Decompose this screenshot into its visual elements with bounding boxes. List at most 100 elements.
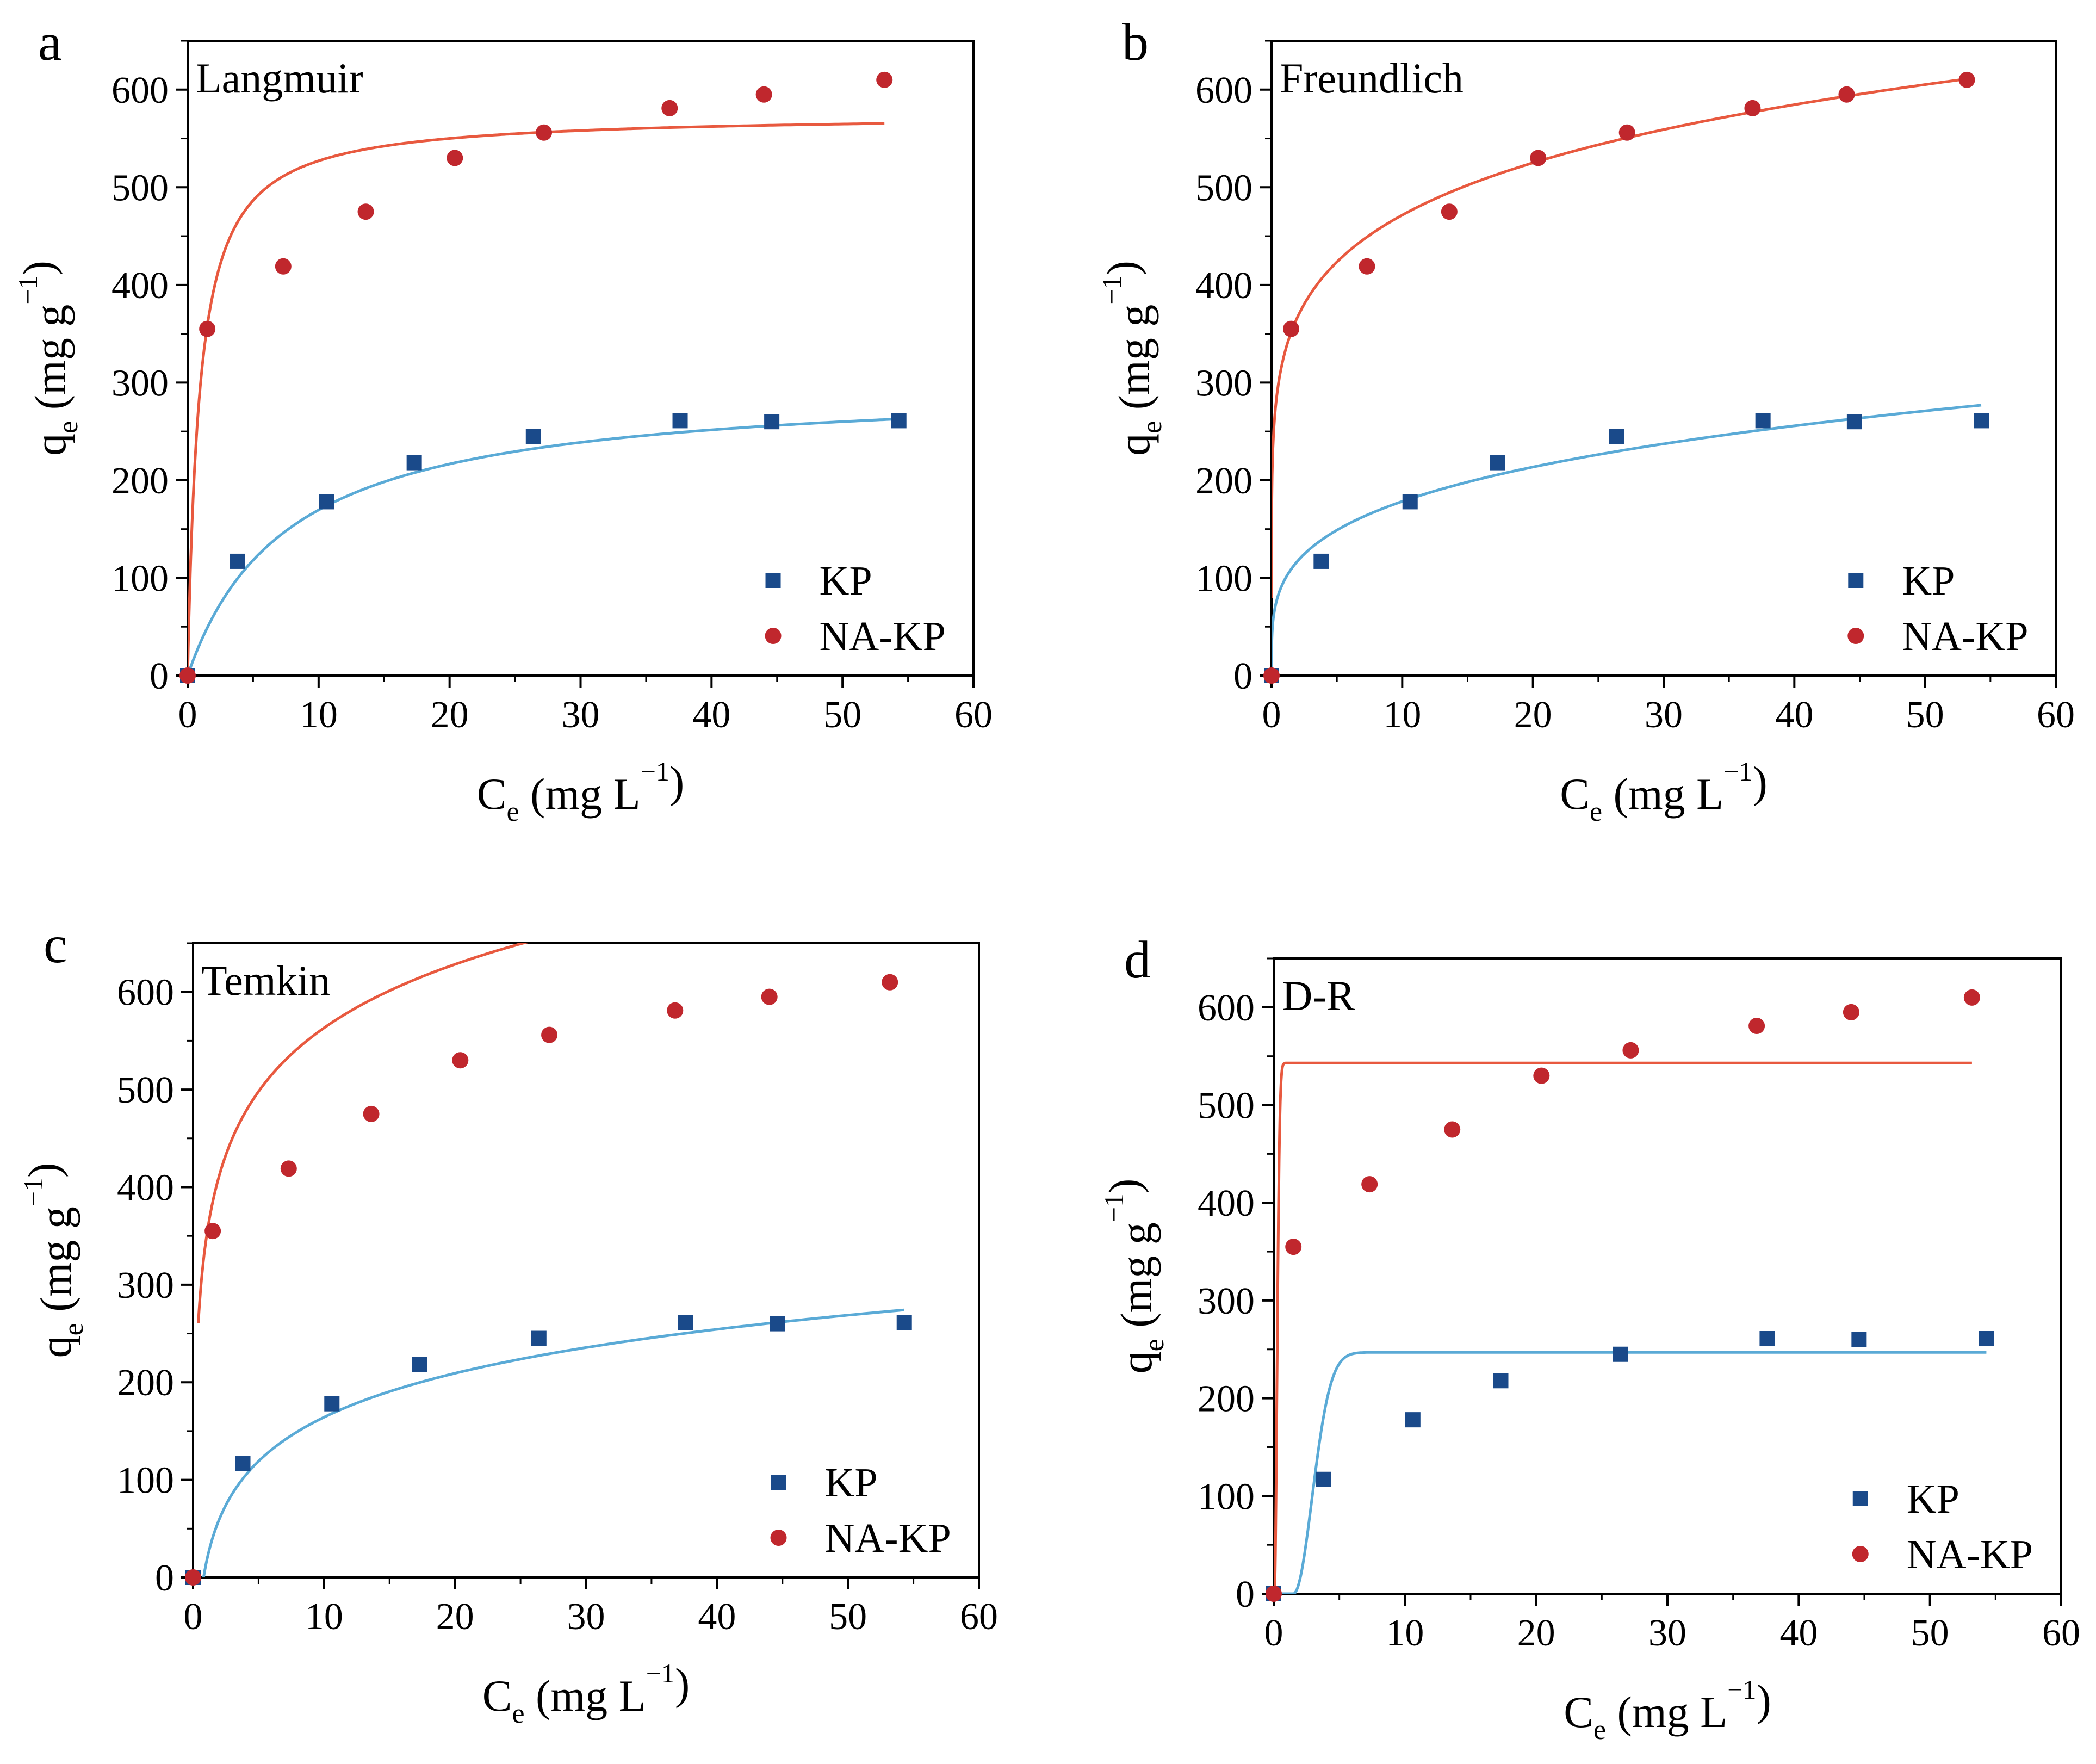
data-point-kp [235, 1456, 251, 1471]
data-point-kp [531, 1330, 547, 1346]
y-axis-title-part: q [26, 434, 75, 456]
x-tick-label: 40 [692, 694, 730, 736]
legend-label: KP [1902, 558, 1955, 604]
x-tick-label: 30 [1648, 1612, 1686, 1654]
x-axis-title-part: C [1564, 1687, 1593, 1737]
y-tick-label: 100 [117, 1460, 174, 1502]
x-tick-label: 0 [184, 1596, 203, 1638]
fit-curve-na-kp [1274, 1061, 1972, 1594]
chart-panel-c: 0 10 20 30 40 50 600100200300400500600cTemkinC… [18, 915, 998, 1729]
x-tick-label: 10 [300, 694, 338, 736]
x-axis-title-part: e [1590, 796, 1602, 827]
x-axis-title-part: C [477, 769, 507, 819]
fit-curve-kp [202, 1308, 904, 1577]
x-tick-label: 0 [1264, 1612, 1283, 1654]
data-point-na-kp [882, 974, 898, 991]
fit-curve-na-kp [188, 122, 885, 676]
data-point-na-kp [1285, 1239, 1302, 1255]
legend-marker-kp [771, 1475, 786, 1490]
x-axis-title-part: −1 [646, 1658, 675, 1688]
y-tick-label: 400 [117, 1167, 174, 1209]
data-point-kp [412, 1357, 427, 1372]
legend-label: KP [1907, 1476, 1959, 1522]
x-axis-title: Ce (mg L−1) [477, 756, 685, 827]
x-tick-label: 20 [1517, 1612, 1555, 1654]
y-tick-label: 0 [150, 655, 169, 697]
x-tick-label: 20 [436, 1596, 474, 1638]
x-axis-title-part: ) [1756, 1675, 1771, 1725]
data-point-na-kp [1359, 258, 1375, 275]
data-point-kp [678, 1315, 693, 1330]
data-point-na-kp [1263, 667, 1280, 684]
x-tick-label: 40 [698, 1596, 736, 1638]
data-point-kp [770, 1316, 785, 1332]
data-point-na-kp [667, 1002, 684, 1019]
y-axis-title-part: q [1109, 434, 1159, 456]
data-point-na-kp [1361, 1176, 1378, 1193]
data-point-kp [1979, 1331, 1994, 1347]
data-point-na-kp [1958, 71, 1975, 88]
data-point-na-kp [1963, 989, 1980, 1006]
x-axis-title-part: (mg L [1606, 1687, 1727, 1737]
y-axis-title-part: −1 [18, 1178, 48, 1206]
x-axis-title-part: ) [669, 757, 684, 807]
data-point-kp [1493, 1373, 1509, 1389]
legend-marker-na-kp [770, 1530, 787, 1546]
x-axis-title-part: −1 [1727, 1674, 1756, 1705]
data-point-na-kp [1533, 1067, 1550, 1084]
y-axis-title-part: q [31, 1335, 80, 1358]
panel-letter: a [38, 13, 62, 72]
x-tick-label: 50 [829, 1596, 867, 1638]
y-axis-title: qe (mg g−1) [1099, 1179, 1170, 1374]
x-tick-label: 60 [2037, 694, 2075, 736]
data-point-kp [672, 413, 688, 429]
fit-curve-na-kp [1272, 77, 1967, 598]
model-label: D-R [1282, 972, 1355, 1019]
x-axis-title-part: e [512, 1698, 524, 1729]
y-tick-label: 600 [111, 70, 169, 112]
data-point-kp [406, 455, 422, 471]
panel-letter: b [1122, 13, 1149, 72]
y-axis-title-part: q [1112, 1351, 1161, 1373]
y-axis-title-part: −1 [1099, 1193, 1129, 1222]
x-axis-title-part: ) [1752, 757, 1767, 807]
legend-marker-kp [1852, 1491, 1868, 1506]
y-tick-label: 300 [111, 362, 169, 404]
x-tick-label: 10 [1386, 1612, 1424, 1654]
x-axis-title-part: (mg L [519, 769, 641, 819]
data-point-kp [324, 1396, 340, 1412]
x-tick-label: 50 [823, 694, 861, 736]
y-axis-title-part: e [58, 1323, 89, 1335]
y-axis-title-part: (mg g [1109, 305, 1159, 421]
data-point-kp [1405, 1412, 1421, 1428]
data-point-na-kp [1843, 1004, 1859, 1020]
data-point-na-kp [447, 150, 463, 166]
data-point-kp [1759, 1331, 1775, 1347]
y-tick-label: 500 [1195, 167, 1252, 209]
x-axis-title-part: C [1560, 769, 1590, 819]
x-tick-label: 0 [1262, 694, 1281, 736]
data-point-kp [1974, 413, 1989, 429]
y-tick-label: 200 [1198, 1378, 1255, 1420]
y-tick-label: 0 [1233, 655, 1252, 697]
data-point-na-kp [357, 203, 374, 220]
legend-marker-kp [765, 573, 781, 588]
y-tick-label: 100 [1195, 558, 1252, 599]
y-axis-title: qe (mg g−1) [13, 261, 84, 456]
data-point-kp [1313, 553, 1329, 569]
x-tick-label: 40 [1775, 694, 1813, 736]
x-tick-label: 50 [1906, 694, 1944, 736]
data-point-na-kp [199, 320, 216, 337]
y-axis-title-part: (mg g [26, 305, 75, 421]
data-point-kp [230, 553, 245, 569]
chart-panel-a: 0 10 20 30 40 50 600100200300400500600aLangmui… [13, 13, 993, 827]
y-tick-label: 300 [1198, 1280, 1255, 1322]
y-tick-label: 500 [117, 1069, 174, 1111]
y-axis-title-part: e [53, 421, 84, 434]
panel-letter: d [1124, 931, 1151, 989]
data-point-kp [764, 414, 780, 430]
legend-label: KP [820, 558, 872, 604]
x-tick-label: 10 [1383, 694, 1421, 736]
y-tick-label: 400 [1198, 1183, 1255, 1224]
data-point-na-kp [1744, 100, 1761, 116]
